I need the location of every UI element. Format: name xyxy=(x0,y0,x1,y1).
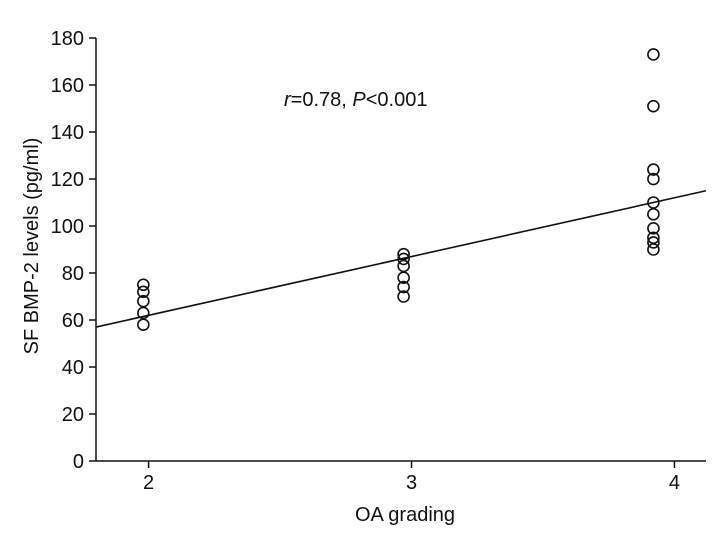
data-point xyxy=(397,271,410,285)
x-axis-title: OA grading xyxy=(355,504,455,526)
data-point xyxy=(397,290,410,303)
data-point xyxy=(647,48,660,61)
y-tick-label: 80 xyxy=(62,263,84,285)
y-tick-label: 60 xyxy=(62,310,84,332)
x-tick-label: 3 xyxy=(406,472,417,494)
y-tick-label: 100 xyxy=(51,216,84,238)
data-point xyxy=(647,99,660,113)
y-tick-label: 120 xyxy=(51,169,84,191)
r-value: =0.78, xyxy=(291,89,353,111)
data-point xyxy=(647,222,660,235)
axes xyxy=(95,38,706,462)
data-point xyxy=(647,163,660,176)
data-point xyxy=(137,285,150,299)
data-point xyxy=(647,236,660,249)
y-axis-title: SF BMP-2 levels (pg/ml) xyxy=(21,138,43,355)
y-tick-label: 140 xyxy=(51,122,84,144)
data-point xyxy=(647,207,660,221)
y-tick-label: 180 xyxy=(51,28,84,50)
data-point xyxy=(397,252,410,266)
p-symbol: P xyxy=(352,89,366,111)
data-point xyxy=(647,243,660,256)
data-point xyxy=(647,172,660,186)
correlation-annotation: r=0.78, P<0.001 xyxy=(284,89,427,111)
x-tick-label: 2 xyxy=(143,472,154,494)
y-tick-label: 20 xyxy=(62,404,84,426)
p-value: <0.001 xyxy=(366,89,428,111)
x-tick-label: 4 xyxy=(669,472,680,494)
data-point xyxy=(137,278,150,292)
data-points xyxy=(137,48,660,332)
y-tick-label: 40 xyxy=(62,357,84,379)
data-point xyxy=(397,280,410,294)
ticks: 0 20 40 60 80 100 120 140 160 180 2 3 4 xyxy=(51,28,680,494)
data-point xyxy=(137,318,150,332)
y-tick-label: 160 xyxy=(51,75,84,97)
data-point xyxy=(397,259,410,273)
y-tick-label: 0 xyxy=(73,451,84,473)
r-symbol: r xyxy=(284,89,292,111)
